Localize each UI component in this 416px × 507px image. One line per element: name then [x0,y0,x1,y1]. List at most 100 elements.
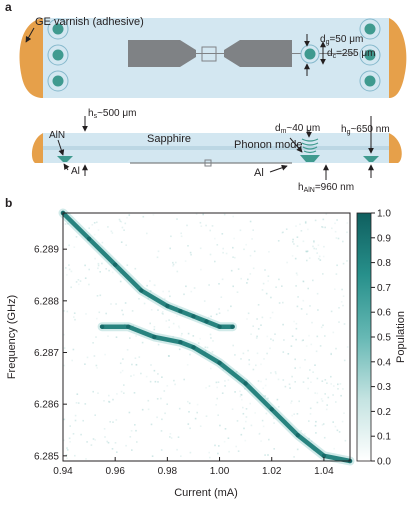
noise-pixel [195,213,198,215]
noise-pixel [143,302,146,305]
noise-pixel [189,353,191,356]
noise-pixel [342,388,344,390]
noise-pixel [239,390,241,393]
noise-pixel [288,383,291,386]
plot-frame [62,212,351,462]
noise-pixel [169,247,171,250]
noise-pixel [214,444,216,447]
noise-pixel [306,259,308,262]
noise-pixel [293,243,295,245]
noise-pixel [216,244,219,246]
noise-pixel [133,374,135,376]
noise-pixel [324,335,326,337]
noise-pixel [200,268,202,271]
noise-pixel [74,318,76,321]
noise-pixel [221,392,224,394]
noise-pixel [215,404,217,406]
noise-pixel [149,280,151,282]
noise-pixel [246,379,248,382]
noise-pixel [164,297,166,300]
noise-pixel [243,427,245,430]
noise-pixel [231,408,234,410]
noise-pixel [216,386,218,389]
noise-pixel [260,440,262,442]
noise-pixel [319,345,322,347]
noise-pixel [141,408,144,411]
noise-pixel [165,320,168,322]
noise-pixel [172,335,174,338]
noise-pixel [214,260,216,263]
noise-pixel [208,316,210,319]
noise-pixel [134,424,136,426]
noise-pixel [340,301,343,303]
noise-pixel [77,402,80,404]
noise-pixel [110,230,113,233]
y-tick-label: 6.286 [34,400,59,411]
noise-pixel [135,364,138,366]
noise-pixel [232,369,234,371]
noise-pixel [316,335,319,338]
noise-pixel [305,250,307,253]
colorbar-tick-label: 0.5 [377,333,391,344]
noise-pixel [221,278,224,281]
noise-pixel [133,392,136,394]
noise-pixel [338,321,340,323]
noise-pixel [123,392,125,394]
noise-pixel [217,381,220,383]
noise-pixel [130,375,132,377]
noise-pixel [296,448,299,451]
noise-pixel [325,213,328,215]
noise-pixel [248,363,251,366]
noise-pixel [86,356,89,359]
noise-pixel [308,437,310,440]
noise-pixel [232,246,234,249]
noise-pixel [79,280,82,282]
noise-pixel [268,438,270,441]
data-point [191,345,196,350]
noise-pixel [252,229,254,231]
noise-pixel [291,335,294,337]
top-view-diagram [19,18,407,98]
noise-pixel [239,395,242,398]
noise-pixel [346,260,348,262]
noise-pixel [314,424,317,427]
noise-pixel [323,436,326,439]
noise-pixel [304,433,306,435]
noise-pixel [74,419,77,422]
data-point [86,236,92,241]
noise-pixel [335,347,337,350]
noise-pixel [211,351,214,353]
noise-pixel [217,452,219,455]
colorbar-ticks: 0.0 0.1 0.2 0.3 0.4 0.5 0.6 0.7 0.8 0.9 1.0 [371,209,391,468]
noise-pixel [161,376,163,378]
noise-pixel [237,268,240,270]
noise-pixel [249,254,252,257]
noise-pixel [90,444,93,446]
noise-pixel [187,332,190,335]
noise-pixel [192,335,195,337]
noise-pixel [172,265,174,267]
noise-pixel [168,290,170,293]
colorbar-tick-label: 0.7 [377,283,391,294]
noise-pixel [326,404,328,406]
noise-pixel [282,231,284,234]
noise-pixel [97,262,100,265]
noise-pixel [261,316,264,319]
noise-pixel [332,394,334,396]
noise-pixel [342,262,345,265]
noise-pixel [256,352,259,355]
noise-pixel [147,399,150,402]
noise-pixel [153,284,156,286]
noise-pixel [166,385,169,387]
noise-pixel [252,325,254,327]
noise-pixel [316,252,318,254]
noise-pixel [295,285,297,287]
data-point [165,303,170,309]
noise-pixel [262,425,265,428]
noise-pixel [322,423,325,425]
x-axis-ticks: 0.94 0.96 0.98 1.00 1.02 1.04 [53,457,334,477]
noise-pixel [312,245,314,248]
noise-pixel [151,455,154,457]
noise-pixel [272,339,274,342]
noise-pixel [176,315,178,317]
